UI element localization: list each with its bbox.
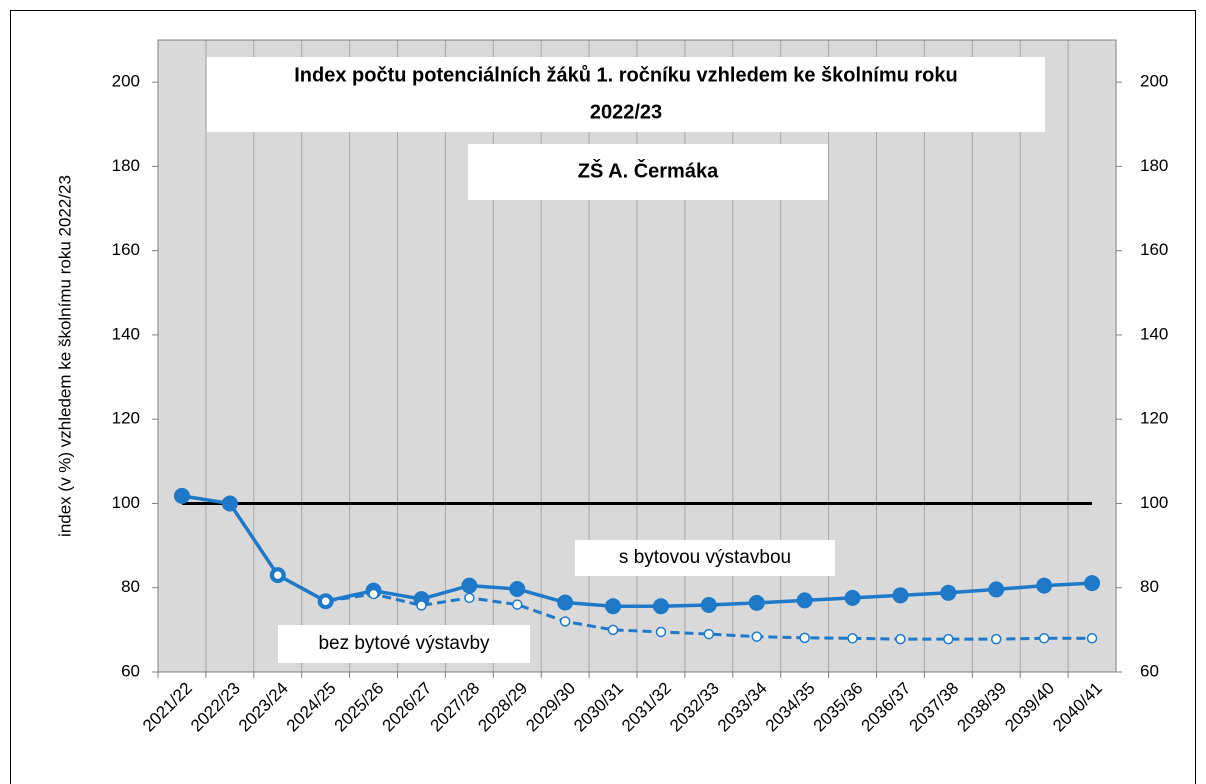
data-point [943,633,954,645]
chart-title: 2022/23 [590,101,662,123]
data-point [509,580,526,597]
series-label-box [278,625,530,663]
series-label: bez bytové výstavby [318,633,490,654]
y2-tick-label: 60 [1140,661,1159,680]
data-point [748,594,765,611]
data-point [512,599,523,610]
y-tick-label: 180 [112,156,140,175]
data-point [940,584,957,601]
data-point [1086,633,1098,644]
y2-tick-label: 100 [1140,493,1168,512]
data-point [892,587,909,604]
y2-tick-label: 200 [1140,72,1168,91]
chart-title: Index počtu potenciálních žáků 1. ročník… [294,64,958,86]
y-tick-label: 160 [112,240,140,259]
data-point [173,487,190,504]
y2-tick-label: 180 [1140,156,1168,175]
data-point [895,633,906,645]
series-label-box [575,540,835,576]
data-point [272,569,283,581]
y2-tick-label: 80 [1140,577,1159,596]
data-point [844,589,861,606]
data-point [799,632,810,644]
data-point [703,628,715,640]
title-box [207,57,1045,132]
data-point [796,592,813,609]
data-point [1038,633,1050,644]
data-point [607,624,619,636]
series-line [277,573,1093,641]
data-point [461,577,478,594]
data-point [751,631,762,642]
y-tick-label: 100 [112,493,140,512]
data-point [416,600,427,611]
data-point [320,595,331,607]
data-point [1084,575,1101,592]
y-tick-label: 200 [112,72,140,91]
data-point [991,633,1002,645]
y-tick-label: 60 [121,661,140,680]
data-point [655,626,667,638]
data-point [700,597,717,614]
data-point [368,588,379,600]
series-label: s bytovou výstavbou [619,547,791,568]
data-point [652,598,669,615]
chart-subtitle: ZŠ A. Čermáka [578,158,719,182]
y2-tick-label: 160 [1140,240,1168,259]
subtitle-box [468,144,828,200]
y-tick-label: 140 [112,324,140,343]
data-point [464,592,475,604]
y-axis-label: index (v %) vzhledem ke školnímu roku 20… [55,175,74,537]
y2-tick-label: 120 [1140,409,1168,428]
data-point [988,581,1005,598]
data-point [605,598,622,615]
y-tick-label: 80 [121,577,140,596]
data-point [559,616,571,627]
data-point [221,495,238,512]
data-point [557,594,574,611]
y2-tick-label: 140 [1140,324,1168,343]
data-point [847,633,858,644]
data-point [1036,577,1053,594]
y-tick-label: 120 [112,409,140,428]
